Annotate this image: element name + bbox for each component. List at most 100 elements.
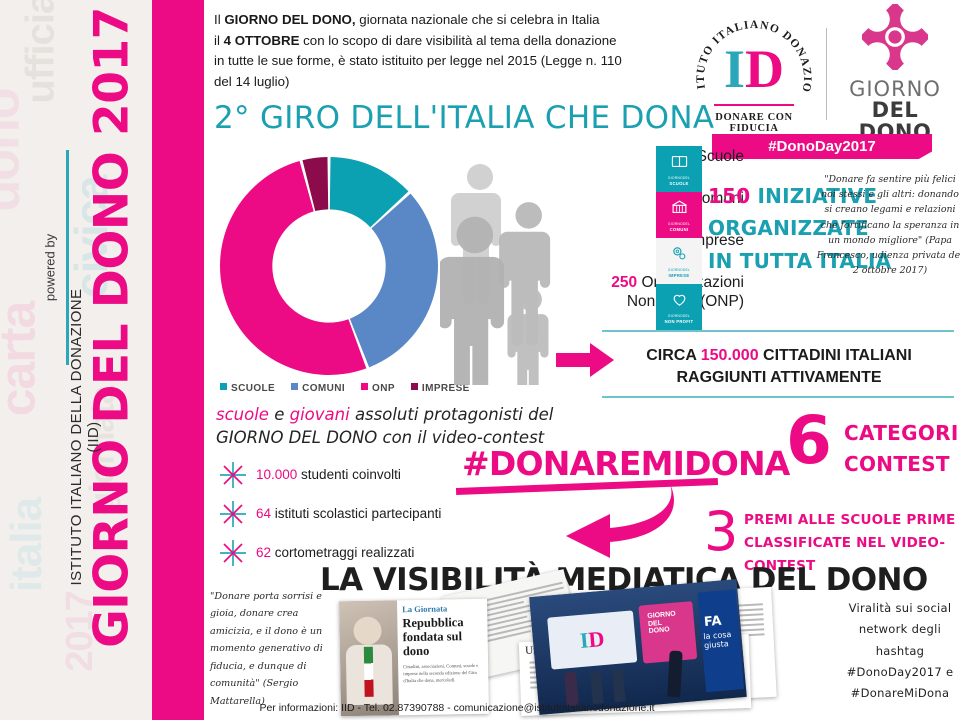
- iniziative-line2: ORGANIZZATE: [708, 216, 869, 241]
- arrow-right-icon: [556, 343, 614, 377]
- legend-label: COMUNI: [302, 383, 346, 394]
- town-hall-icon: [671, 199, 688, 221]
- donoday-hashtag-banner: #DonoDay2017: [712, 134, 932, 159]
- logo-divider: [826, 27, 827, 120]
- asterisk-icon: [218, 499, 248, 529]
- press-clipping-repubblica: La Giornata Repubblica fondata sul dono …: [339, 598, 489, 717]
- main-content: Il GIORNO DEL DONO, giornata nazionale c…: [204, 0, 960, 720]
- donut-slice-imprese[interactable]: [302, 157, 329, 212]
- stat-row-comuni: 150 Comuni: [494, 190, 744, 209]
- premi-label: PREMI ALLE SCUOLE PRIME CLASSIFICATE NEL…: [744, 509, 960, 579]
- premi-line2: CLASSIFICATE NEL VIDEO-CONTEST: [744, 535, 946, 575]
- bullet-text: 64 istituti scolastici partecipanti: [256, 506, 442, 521]
- legend-label: ONP: [372, 383, 395, 394]
- footer-contact: Per informazioni: IID - Tel. 02.87390788…: [259, 702, 655, 714]
- stats-list: 64 Scuole 150 Comuni 20 Imprese 250 Organiz…: [494, 148, 744, 312]
- sidebar-magenta-bar: [152, 0, 204, 720]
- badge-imprese[interactable]: GIORNODEL IMPRESE: [656, 238, 702, 284]
- left-sidebar: ufficiale dono civica carta giornata ita…: [0, 0, 152, 720]
- gdd-logo-line1: GIORNO: [849, 77, 941, 101]
- stat-label: Comuni: [686, 189, 744, 207]
- iid-arc-text-icon: ISTITUTO ITALIANO DONAZIONE: [696, 20, 812, 94]
- bullet-number: 64: [256, 506, 272, 521]
- bullet-text: 10.000 studenti coinvolti: [256, 467, 401, 482]
- circa-cittadini-block: CIRCA 150.000 CITTADINI ITALIANI RAGGIUN…: [604, 345, 954, 388]
- badge-name: NON PROFIT: [664, 318, 694, 324]
- donut-slice-scuole[interactable]: [329, 157, 409, 228]
- bullet-text: 62 cortometraggi realizzati: [256, 545, 415, 560]
- badge-scuole[interactable]: GIORNODEL SCUOLE: [656, 146, 702, 192]
- logo-block: ISTITUTO ITALIANO DONAZIONE ID DONARE CO…: [690, 1, 955, 164]
- bullet-item: 64 istituti scolastici partecipanti: [218, 494, 518, 533]
- sg-mid: e: [268, 405, 290, 424]
- legend-swatch-comuni: [291, 383, 299, 390]
- donut-chart: [208, 150, 450, 382]
- bullet-item: 10.000 studenti coinvolti: [218, 455, 518, 494]
- sg-rest: assoluti protagonisti del: [349, 405, 554, 424]
- badge-top-label: GIORNODEL: [667, 267, 691, 272]
- badge-top-label: GIORNODEL: [667, 313, 691, 318]
- premi-line1: PREMI ALLE SCUOLE PRIME: [744, 512, 956, 528]
- sg-line2: GIORNO DEL DONO con il video-contest: [216, 427, 545, 447]
- legend-swatch-imprese: [410, 383, 418, 390]
- logo-row: ISTITUTO ITALIANO DONAZIONE ID DONARE CO…: [690, 1, 955, 143]
- circa-number: 150.000: [700, 347, 759, 364]
- categorie-label: CATEGORIE CONTEST: [844, 418, 960, 480]
- bullet-item: 62 cortometraggi realizzati: [218, 533, 518, 572]
- legend-label: IMPRESE: [421, 383, 470, 394]
- iid-letters: ID: [723, 38, 784, 99]
- legend-swatch-onp: [361, 383, 369, 390]
- premi-number: 3: [704, 500, 739, 563]
- viral-line4: #DonoDay2017 e: [846, 664, 954, 679]
- legend-item-scuole: SCUOLE: [220, 383, 275, 394]
- badge-comuni[interactable]: GIORNODEL COMUNI: [656, 192, 702, 238]
- sidebar-divider: [66, 150, 69, 365]
- intro-line2-post: con lo scopo di dare visibilità al tema …: [299, 32, 617, 48]
- legend-swatch-scuole: [220, 383, 227, 390]
- iid-underline: [714, 103, 794, 106]
- gears-icon: [671, 245, 688, 267]
- giro-headline: 2° GIRO DELL'ITALIA CHE DONA: [214, 100, 715, 136]
- press-photo-stage: ID GIORNO DEL DONO FA la cosa giusta: [529, 579, 747, 715]
- intro-line4: del 14 luglio): [214, 73, 290, 89]
- clip-kicker: La Giornata: [402, 603, 448, 615]
- diamond-flower-icon: [859, 1, 931, 73]
- stat-row-organizzazioni: 250 OrganizzazioniNon Profit (ONP): [494, 274, 744, 312]
- donut-chart-svg: [219, 157, 438, 376]
- sg-hl1: scuole: [216, 405, 269, 424]
- viral-line3: hashtag: [875, 643, 925, 658]
- viralita-social-text: Viralità sui social network degli hashta…: [840, 598, 960, 704]
- circa-rule-bottom: [602, 396, 954, 398]
- asterisk-icon: [218, 460, 248, 490]
- curved-arrow-left-icon: [566, 484, 674, 558]
- giorno-del-dono-logo: GIORNO DEL DONO: [835, 1, 955, 143]
- badge-top-label: GIORNODEL: [667, 221, 691, 226]
- iid-tagline: DONARE CON FIDUCIA: [715, 111, 793, 134]
- circa-pre: CIRCA: [646, 347, 701, 364]
- quote-mattarella: "Donare porta sorrisi e gioia, donare cr…: [210, 591, 323, 707]
- iniziative-line3: IN TUTTA ITALIA: [708, 248, 892, 273]
- badge-nonprofit[interactable]: GIORNODEL NON PROFIT: [656, 284, 702, 330]
- sidebar-organization: ISTITUTO ITALIANO DELLA DONAZIONE (IID): [68, 288, 102, 586]
- donut-slice-comuni[interactable]: [349, 193, 438, 368]
- clip-body: Cittadini, associazioni, Comuni, scuole …: [403, 662, 479, 683]
- bullet-list: 10.000 studenti coinvolti 64 istituti sco…: [218, 455, 518, 572]
- asterisk-icon: [218, 538, 248, 568]
- icon-badge-column: GIORNODEL SCUOLE GIORNODEL COMUNI GIORNODEL I…: [656, 146, 702, 330]
- bullet-number: 10.000: [256, 467, 298, 482]
- badge-top-label: GIORNODEL: [667, 175, 691, 180]
- categorie-line1: CATEGORIE: [844, 421, 960, 445]
- clip-title: Repubblica fondata sul dono: [402, 615, 464, 659]
- scuole-giovani-text: scuole e giovani assoluti protagonisti d…: [216, 404, 553, 450]
- donut-slice-onp[interactable]: [219, 161, 367, 376]
- viral-line2: network degli: [858, 622, 942, 637]
- iniziative-block: 150 INIZIATIVE ORGANIZZATE IN TUTTA ITAL…: [708, 180, 891, 277]
- legend-item-imprese: IMPRESE: [410, 383, 470, 394]
- people-silhouettes-icon: [440, 164, 551, 385]
- book-icon: [671, 153, 688, 175]
- iid-logo: ISTITUTO ITALIANO DONAZIONE ID DONARE CO…: [690, 14, 818, 134]
- donaremidona-hashtag: #DONAREMIDONA: [462, 444, 790, 483]
- sg-hl2: giovani: [289, 405, 350, 424]
- bullet-number: 62: [256, 545, 272, 560]
